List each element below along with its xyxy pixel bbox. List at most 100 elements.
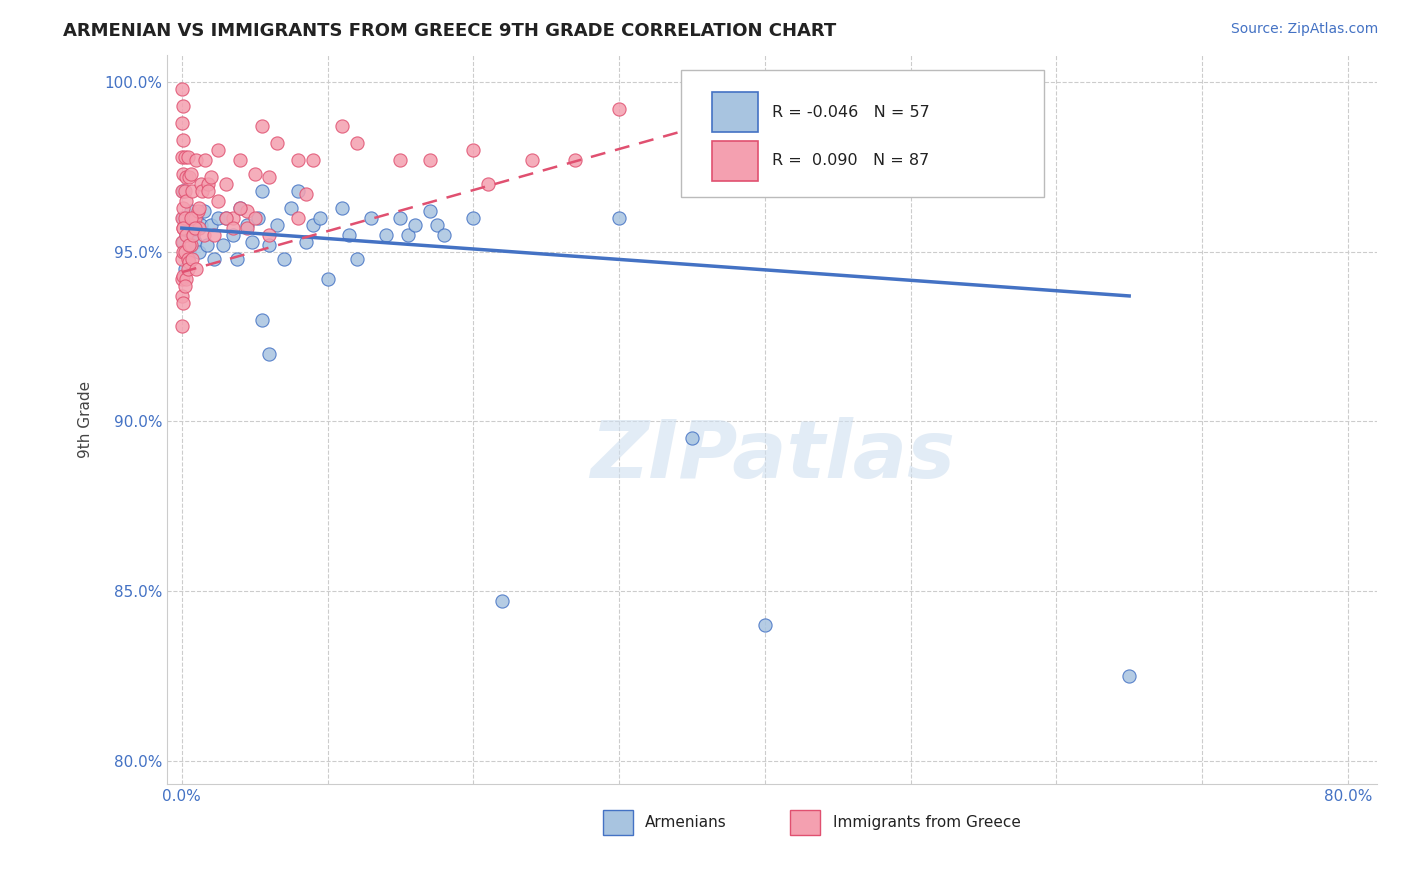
Point (294, 235, 316, 249)
Point (404, 218, 426, 232)
Point (181, 184, 204, 198)
Point (259, 170, 281, 185)
Point (173, 184, 195, 198)
Point (463, 211, 485, 225)
Point (172, 201, 194, 215)
Point (197, 184, 219, 198)
Point (259, 346, 281, 360)
Point (607, 103, 630, 117)
Point (177, 244, 200, 259)
Point (188, 201, 211, 215)
Point (180, 238, 202, 252)
Point (433, 227, 456, 242)
Point (172, 235, 194, 249)
Point (214, 177, 236, 191)
Point (243, 167, 266, 181)
Point (463, 143, 485, 157)
Point (330, 120, 353, 134)
Point (294, 187, 316, 202)
Point (172, 184, 194, 198)
Point (222, 221, 245, 235)
Text: ZIPatlas: ZIPatlas (589, 417, 955, 495)
Point (170, 235, 193, 249)
Point (246, 211, 269, 225)
Point (173, 150, 195, 164)
Point (177, 255, 200, 269)
Point (184, 235, 207, 249)
Point (170, 82, 193, 96)
Point (396, 227, 419, 242)
Point (389, 153, 412, 168)
Point (229, 153, 252, 168)
Text: R =  0.090   N = 87: R = 0.090 N = 87 (772, 153, 929, 169)
Point (287, 211, 309, 225)
FancyBboxPatch shape (603, 810, 633, 836)
Point (222, 227, 245, 242)
Text: Source: ZipAtlas.com: Source: ZipAtlas.com (1230, 22, 1378, 37)
Point (190, 218, 212, 232)
Point (170, 272, 193, 286)
Point (214, 211, 236, 225)
Point (302, 218, 325, 232)
Point (477, 177, 499, 191)
Point (226, 252, 249, 266)
Point (170, 252, 193, 266)
Point (172, 221, 194, 235)
Point (222, 211, 245, 225)
Point (172, 221, 194, 235)
Point (183, 211, 205, 225)
FancyBboxPatch shape (682, 70, 1045, 197)
Text: ARMENIAN VS IMMIGRANTS FROM GREECE 9TH GRADE CORRELATION CHART: ARMENIAN VS IMMIGRANTS FROM GREECE 9TH G… (63, 22, 837, 40)
Point (188, 244, 211, 259)
Point (180, 204, 202, 219)
Point (346, 136, 368, 151)
Point (174, 194, 197, 208)
Point (426, 218, 449, 232)
Point (302, 153, 325, 168)
Point (172, 268, 194, 283)
Point (207, 194, 229, 208)
Point (280, 201, 302, 215)
Point (250, 312, 273, 326)
Point (172, 99, 194, 113)
Point (184, 211, 207, 225)
Point (176, 150, 198, 164)
Point (339, 227, 361, 242)
Point (266, 218, 288, 232)
Point (754, 618, 776, 632)
Point (176, 261, 198, 276)
Point (250, 184, 273, 198)
Point (172, 211, 194, 225)
FancyBboxPatch shape (711, 141, 758, 181)
Point (180, 167, 202, 181)
Point (180, 211, 202, 225)
Point (360, 211, 382, 225)
Y-axis label: 9th Grade: 9th Grade (79, 381, 93, 458)
Point (419, 204, 441, 219)
Point (172, 167, 194, 181)
Point (250, 120, 273, 134)
Point (200, 170, 222, 185)
Point (229, 201, 252, 215)
Point (170, 184, 193, 198)
Text: Armenians: Armenians (645, 815, 727, 830)
Point (173, 261, 195, 276)
Point (236, 204, 259, 219)
Point (176, 252, 198, 266)
Point (184, 221, 207, 235)
Point (211, 238, 233, 252)
Point (316, 272, 339, 286)
Point (173, 244, 195, 259)
Text: R = -0.046   N = 57: R = -0.046 N = 57 (772, 104, 929, 120)
Point (177, 238, 200, 252)
Point (191, 184, 214, 198)
Point (309, 211, 332, 225)
Point (681, 431, 703, 445)
Point (176, 218, 198, 232)
Point (346, 252, 368, 266)
Point (186, 211, 208, 225)
Point (188, 221, 211, 235)
Point (389, 211, 412, 225)
Point (193, 204, 215, 219)
Point (174, 227, 197, 242)
